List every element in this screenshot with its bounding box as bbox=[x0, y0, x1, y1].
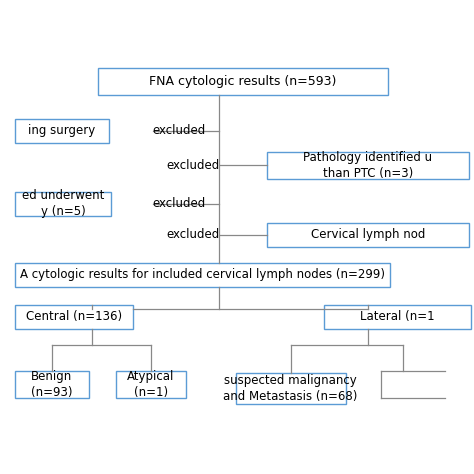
Text: A cytologic results for included cervical lymph nodes (n=299): A cytologic results for included cervica… bbox=[20, 268, 385, 282]
Text: FNA cytologic results (n=593): FNA cytologic results (n=593) bbox=[149, 75, 337, 88]
FancyBboxPatch shape bbox=[116, 371, 186, 398]
FancyBboxPatch shape bbox=[15, 263, 390, 287]
Text: excluded: excluded bbox=[152, 124, 205, 137]
FancyBboxPatch shape bbox=[236, 373, 346, 404]
Text: Central (n=136): Central (n=136) bbox=[26, 310, 122, 323]
Text: Atypical
(n=1): Atypical (n=1) bbox=[128, 370, 175, 399]
FancyBboxPatch shape bbox=[267, 223, 469, 246]
Text: excluded: excluded bbox=[152, 197, 205, 210]
Text: suspected malignancy
and Metastasis (n=68): suspected malignancy and Metastasis (n=6… bbox=[224, 374, 358, 402]
FancyBboxPatch shape bbox=[324, 305, 471, 329]
FancyBboxPatch shape bbox=[98, 68, 388, 95]
FancyBboxPatch shape bbox=[15, 371, 89, 398]
FancyBboxPatch shape bbox=[267, 152, 469, 179]
Text: excluded: excluded bbox=[167, 159, 220, 172]
FancyBboxPatch shape bbox=[15, 119, 109, 143]
FancyBboxPatch shape bbox=[15, 305, 133, 329]
FancyBboxPatch shape bbox=[15, 192, 110, 216]
Text: Pathology identified u
than PTC (n=3): Pathology identified u than PTC (n=3) bbox=[303, 151, 432, 180]
Text: excluded: excluded bbox=[167, 228, 220, 241]
Text: Lateral (n=1: Lateral (n=1 bbox=[360, 310, 435, 323]
Text: Cervical lymph nod: Cervical lymph nod bbox=[310, 228, 425, 241]
Text: ed underwent
y (n=5): ed underwent y (n=5) bbox=[22, 189, 104, 219]
Text: ing surgery: ing surgery bbox=[28, 124, 96, 137]
Text: Benign
(n=93): Benign (n=93) bbox=[31, 370, 73, 399]
